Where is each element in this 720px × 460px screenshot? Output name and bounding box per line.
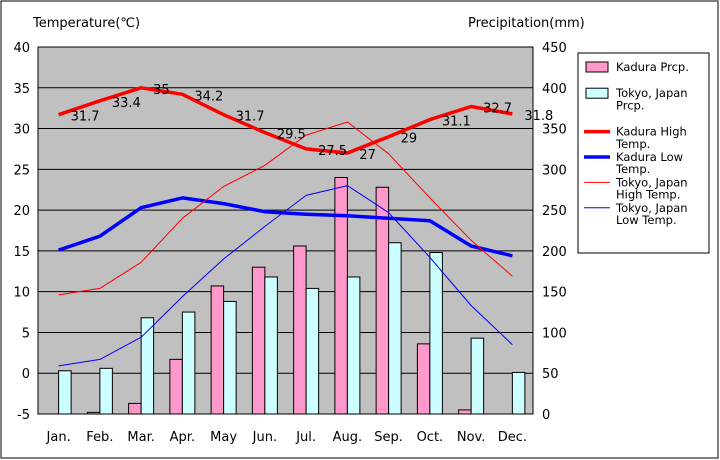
- data-label: 27.5: [318, 144, 347, 159]
- x-tick-label: Oct.: [417, 430, 444, 445]
- data-label: 27: [359, 148, 376, 163]
- data-labels: 31.7 33.4 35 34.2 31.7 29.5 27.5 27 29 31.1 32.7 31…: [71, 83, 554, 163]
- series-line: [58, 196, 513, 258]
- x-tick-label: Nov.: [457, 430, 486, 445]
- data-label: 29.5: [277, 128, 306, 143]
- bar-mark: [251, 266, 266, 415]
- bar-mark: [334, 176, 348, 415]
- bar-mark: [388, 242, 402, 415]
- legend-swatch: [585, 61, 609, 73]
- x-tick-label: Apr.: [170, 430, 195, 445]
- x-tick-label: Mar.: [127, 430, 154, 445]
- legend-entry: Tokyo, Japan Prcp.: [615, 86, 688, 112]
- bar-mark: [58, 370, 72, 415]
- legend-entry: Tokyo, Japan High Temp.: [615, 175, 688, 201]
- x-tick-label: May: [210, 430, 237, 445]
- bar-mark: [470, 337, 485, 415]
- bar-mark: [375, 186, 390, 415]
- bar-mark: [223, 300, 237, 415]
- bar-mark: [458, 409, 472, 415]
- left-tick-label: 40: [13, 41, 30, 56]
- bar-marks: [58, 176, 526, 415]
- right-tick-label: 450: [542, 41, 567, 56]
- left-tick-label: 10: [13, 286, 30, 301]
- x-tick-label: Jan.: [46, 430, 71, 445]
- bar-mark: [346, 276, 361, 415]
- data-label: 29: [401, 132, 418, 147]
- x-tick-label: Jun.: [252, 430, 277, 445]
- right-tick-label: 300: [542, 163, 567, 178]
- data-label: 31.7: [236, 110, 265, 125]
- bar-mark: [128, 402, 142, 415]
- left-tick-label: 20: [13, 204, 30, 219]
- grid-lines: [38, 87, 533, 374]
- data-label: 31.7: [71, 110, 100, 125]
- left-tick-label: -5: [17, 408, 30, 423]
- bar-mark: [86, 411, 101, 415]
- right-axis-title: Precipitation(mm): [468, 16, 585, 31]
- data-label: 35: [153, 83, 170, 98]
- x-tick-label: Feb.: [86, 430, 113, 445]
- x-tick-label: Dec.: [498, 430, 527, 445]
- left-tick-label: 15: [13, 245, 30, 260]
- x-tick-label: Aug.: [333, 430, 363, 445]
- left-tick-label: 5: [22, 326, 30, 341]
- x-tick-label: Jul.: [295, 430, 316, 445]
- left-tick-label: 25: [13, 163, 30, 178]
- left-axis-title: Temperature(℃): [32, 16, 140, 31]
- data-label: 32.7: [483, 102, 512, 117]
- right-axis-ticks: 0 50 100 150 200 250 300 350 400 450: [542, 41, 567, 423]
- legend-entry: Kadura High Temp.: [615, 125, 687, 151]
- left-tick-label: 30: [13, 123, 30, 138]
- legend: Kadura Prcp. Tokyo, Japan Prcp. Kadura High…: [577, 52, 710, 254]
- bar-mark: [416, 343, 431, 415]
- plot-area: [37, 46, 534, 415]
- data-label: 33.4: [112, 96, 141, 111]
- legend-box: [577, 52, 710, 254]
- right-tick-label: 0: [542, 408, 550, 423]
- bar-mark: [169, 358, 183, 415]
- bar-mark: [511, 371, 526, 415]
- x-axis-ticks: Jan. Feb. Mar. Apr. May Jun. Jul. Aug. Sep. Oct. N…: [46, 430, 527, 445]
- x-tick-label: Sep.: [374, 430, 403, 445]
- line-marks: [58, 86, 513, 367]
- bar-mark: [181, 311, 196, 415]
- series-line: [58, 86, 513, 155]
- legend-swatch: [585, 87, 609, 99]
- bar-mark: [429, 252, 443, 415]
- legend-entry: Kadura Low Temp.: [615, 150, 683, 176]
- left-axis-ticks: -5 0 5 10 15 20 25 30 35 40: [13, 41, 30, 423]
- data-label: 31.8: [524, 109, 553, 124]
- bar-mark: [293, 245, 307, 415]
- right-tick-label: 150: [542, 286, 567, 301]
- right-tick-label: 50: [542, 367, 559, 382]
- data-label: 31.1: [442, 115, 471, 130]
- right-tick-label: 100: [542, 326, 567, 341]
- right-tick-label: 250: [542, 204, 567, 219]
- data-label: 34.2: [194, 89, 223, 104]
- right-tick-label: 350: [542, 123, 567, 138]
- right-tick-label: 200: [542, 245, 567, 260]
- right-tick-label: 400: [542, 82, 567, 97]
- series-line: [58, 185, 513, 367]
- left-tick-label: 35: [13, 82, 30, 97]
- bar-mark: [305, 287, 320, 415]
- left-tick-label: 0: [22, 367, 30, 382]
- legend-entry: Tokyo, Japan Low Temp.: [615, 201, 688, 227]
- bar-mark: [264, 276, 278, 415]
- series-line: [58, 121, 513, 296]
- bar-mark: [99, 367, 113, 415]
- legend-entry: Kadura Prcp.: [616, 60, 689, 74]
- bar-mark: [140, 317, 155, 415]
- bar-mark: [210, 285, 225, 415]
